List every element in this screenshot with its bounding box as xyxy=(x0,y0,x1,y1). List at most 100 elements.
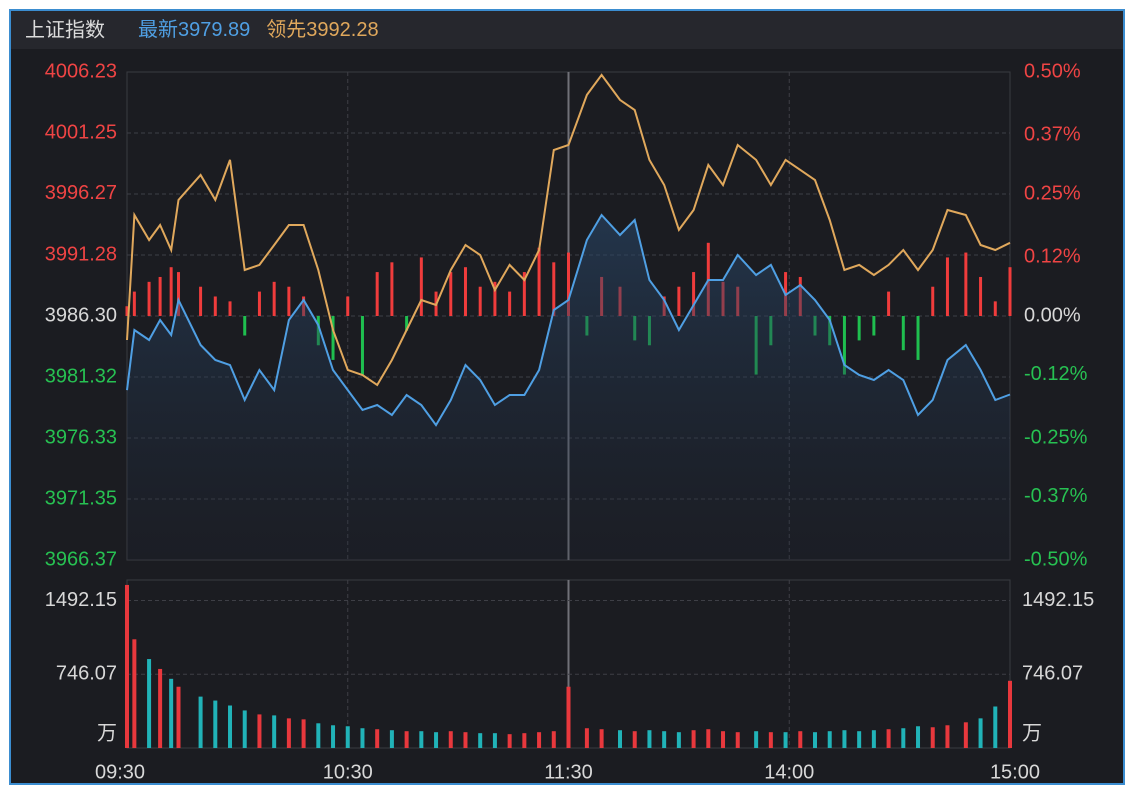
volume-bar xyxy=(721,731,726,748)
volume-bar xyxy=(158,668,163,748)
volume-bar xyxy=(584,728,589,748)
y2-tick-label: 0.12% xyxy=(1024,246,1081,268)
volume-bar xyxy=(783,732,788,748)
change-bar xyxy=(257,291,261,316)
volume-bar xyxy=(316,723,321,748)
y-tick-label: 3986.30 xyxy=(45,304,117,326)
volume-bar xyxy=(147,659,152,748)
change-bar xyxy=(360,316,364,375)
change-bar xyxy=(493,281,497,316)
change-bar xyxy=(132,291,136,316)
volume-unit: 万 xyxy=(1022,722,1042,744)
change-bar xyxy=(213,296,217,316)
change-bar xyxy=(508,291,512,316)
volume-bar xyxy=(945,725,950,748)
volume-bar xyxy=(434,732,439,748)
volume-bar xyxy=(463,732,468,748)
volume-bar xyxy=(228,705,233,748)
volume-bar xyxy=(857,731,862,748)
line xyxy=(126,73,1011,387)
volume-bar xyxy=(448,731,453,748)
volume-bar xyxy=(419,731,424,748)
change-bar xyxy=(964,252,968,316)
volume-bar xyxy=(768,732,773,748)
x-tick-label: 10:30 xyxy=(323,761,373,783)
volume-tick-label: 1492.15 xyxy=(1022,589,1094,611)
volume-tick-label: 1492.15 xyxy=(45,589,117,611)
volume-bar xyxy=(1008,680,1012,748)
volume-bar xyxy=(213,700,218,748)
change-bar xyxy=(478,286,482,316)
latest-value: 3979.89 xyxy=(178,19,250,41)
change-bar xyxy=(449,272,453,316)
header-values: 最新3979.89 领先3992.28 xyxy=(138,18,379,41)
volume-bar xyxy=(198,696,203,748)
lead-value: 3992.28 xyxy=(306,19,378,41)
change-bar xyxy=(1008,267,1012,316)
volume-tick-label: 746.07 xyxy=(56,663,117,685)
y-tick-label: 4006.23 xyxy=(45,60,117,82)
volume-bar xyxy=(537,732,542,748)
volume-bar xyxy=(507,734,512,748)
volume-bar xyxy=(360,728,365,748)
volume-bar xyxy=(125,584,129,748)
volume-bar xyxy=(566,686,571,748)
volume-bar xyxy=(676,732,681,748)
volume-bar xyxy=(901,728,906,748)
volume-bar xyxy=(886,729,891,748)
volume-bar xyxy=(331,725,336,748)
y-tick-label: 3966.37 xyxy=(45,548,117,570)
change-bar xyxy=(228,301,232,316)
change-bar xyxy=(857,316,861,341)
change-bar xyxy=(692,272,696,316)
volume-bar xyxy=(827,731,832,748)
change-bar xyxy=(552,262,556,316)
volume-bar xyxy=(478,733,483,748)
volume-bar xyxy=(132,639,137,748)
change-bar xyxy=(243,316,247,336)
change-bar xyxy=(346,296,350,316)
lead-name: 领先 xyxy=(266,18,306,41)
volume-bar xyxy=(618,730,623,748)
volume-bar xyxy=(522,733,527,748)
volume-bar xyxy=(169,678,174,748)
volume-bar xyxy=(272,715,277,748)
change-bar xyxy=(125,306,129,316)
latest-name: 最新 xyxy=(138,18,178,41)
x-tick-label: 11:30 xyxy=(544,761,593,783)
volume-bar xyxy=(375,729,380,748)
y-tick-label: 3971.35 xyxy=(45,487,117,509)
volume-bar xyxy=(930,727,935,748)
volume-bar xyxy=(754,731,759,748)
change-bar xyxy=(567,252,570,316)
change-bar xyxy=(287,286,291,316)
change-bar xyxy=(537,247,541,316)
change-bar xyxy=(945,257,949,316)
volume-bar xyxy=(632,731,637,748)
volume-bar xyxy=(242,710,247,748)
y2-tick-label: 0.50% xyxy=(1024,60,1081,82)
volume-bar xyxy=(647,730,652,748)
header-bar xyxy=(11,11,1123,49)
change-bar xyxy=(522,272,526,316)
volume-bar xyxy=(916,726,921,748)
volume-bar xyxy=(492,733,497,748)
y-tick-label: 3996.27 xyxy=(45,182,117,204)
change-bar xyxy=(147,281,151,316)
change-bar xyxy=(463,267,467,316)
y2-tick-label: -0.50% xyxy=(1024,548,1088,570)
x-tick-label: 14:00 xyxy=(764,761,814,783)
volume-bar xyxy=(813,732,818,748)
change-bar xyxy=(169,267,173,316)
change-bar xyxy=(177,272,181,316)
volume-bar xyxy=(963,722,968,748)
y-tick-label: 3991.28 xyxy=(45,243,117,265)
volume-bar xyxy=(345,726,350,748)
volume-bar xyxy=(551,731,556,748)
area xyxy=(127,215,1010,560)
volume-bar xyxy=(389,730,394,748)
y2-tick-label: -0.12% xyxy=(1024,363,1088,385)
volume-bar xyxy=(706,729,711,748)
volume-bar xyxy=(257,714,262,748)
